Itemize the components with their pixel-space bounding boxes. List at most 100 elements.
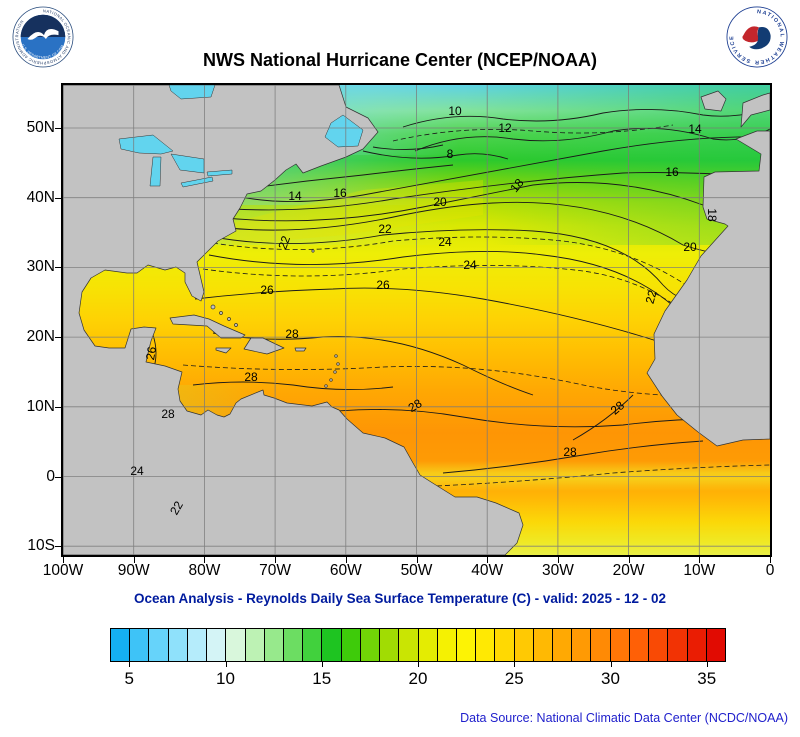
colorbar-tick-label-15: 15 [312,669,332,688]
colorbar-cell [322,629,342,661]
lat-label-30N: 30N [26,258,55,276]
colorbar-cell [514,629,534,661]
colorbar-cell [687,629,707,661]
land-layer [63,85,770,555]
colorbar-tick [129,662,131,667]
colorbar-cell [591,629,611,661]
contour-label: 28 [563,445,577,459]
lon-label-30W: 30W [541,562,574,579]
colorbar-cell [168,629,188,661]
colorbar-cell [380,629,400,661]
lon-label-0: 0 [765,562,775,579]
colorbar-cell [706,629,725,661]
contour-label: 18 [705,208,719,222]
island-cuba [169,314,246,339]
noaa-logo-icon: NATIONAL OCEANIC AND ATMOSPHERIC ADMINIS… [10,3,74,68]
lat-label-40N: 40N [26,188,55,206]
contour-label: 16 [333,186,347,200]
colorbar-cell [303,629,323,661]
colorbar-cell [341,629,361,661]
contour-label: 10 [448,104,462,118]
colorbar-cell [533,629,554,661]
noaa-gull-icon [27,29,59,40]
colorbar-tick-label-10: 10 [216,669,235,688]
map-caption: Ocean Analysis - Reynolds Daily Sea Surf… [134,591,666,606]
colorbar-cell [111,629,131,661]
colorbar-tick-label-20: 20 [408,669,428,688]
colorbar-cell [149,629,169,661]
landmass-africa-europe [646,130,770,447]
lon-label-50W: 50W [400,562,433,579]
grid-layer [63,85,770,555]
colorbar-cell [264,629,284,661]
lon-tick [204,557,206,563]
colorbar-cell [610,629,630,661]
lon-label-100W: 100W [42,562,84,579]
colorbar-cell [418,629,438,661]
lakes-layer [118,85,364,188]
colorbar-tick-label-30: 30 [601,669,620,688]
island-britain [740,92,770,128]
lon-tick [699,557,701,563]
lat-tick [55,267,61,269]
contour-label: 22 [378,222,392,236]
sst-map: 10 12 8 14 16 18 14 16 20 18 22 22 24 24 20 26 26 22 28 28 2… [61,83,772,557]
lon-label-20W: 20W [612,562,645,579]
lon-tick [63,557,64,563]
contour-label: 24 [463,258,477,272]
lon-tick [345,557,347,563]
contour-label: 26 [143,345,159,361]
contour-label: 22 [275,234,293,252]
contour-label: 28 [244,370,258,384]
lat-label-10N: 10N [26,397,55,415]
contour-label: 26 [376,278,390,292]
lat-label-50N: 50N [26,119,55,136]
contour-label: 28 [161,407,175,421]
contour-label: 26 [260,283,274,297]
contour-label: 24 [438,235,452,249]
colorbar-cell [226,629,246,661]
contour-label: 20 [683,240,697,254]
colorbar-cell [207,629,227,661]
lon-tick [557,557,559,563]
colorbar-cell [245,629,265,661]
lat-tick [55,476,61,478]
colorbar-cell [572,629,592,661]
lon-tick [487,557,489,563]
nws-logo: NATIONAL WEATHER SERVICE [726,6,788,68]
lon-tick [416,557,418,563]
island-puerto-rico [294,347,307,352]
lat-tick [55,546,61,548]
colorbar [110,628,726,662]
colorbar-cell [360,629,381,661]
colorbar-cell [130,629,150,661]
lon-tick [275,557,277,563]
colorbar-cell [668,629,688,661]
colorbar-tick [321,662,323,667]
data-source: Data Source: National Climatic Data Cent… [460,711,788,725]
lon-label-90W: 90W [117,562,150,579]
contour-label: 24 [130,464,144,478]
lat-label-10S: 10S [27,537,55,555]
colorbar-cell [187,629,208,661]
colorbar-cell [649,629,669,661]
lon-tick [770,557,771,563]
colorbar-tick [225,662,227,667]
contour-label: 22 [167,498,186,517]
colorbar-tick [610,662,612,667]
noaa-logo: NATIONAL OCEANIC AND ATMOSPHERIC ADMINIS… [10,3,74,68]
lat-tick [55,128,61,129]
island-ireland [700,90,727,112]
lon-tick [628,557,630,563]
contour-label: 16 [665,165,679,179]
page-title: NWS National Hurricane Center (NCEP/NOAA… [202,50,598,70]
colorbar-tick-label-25: 25 [504,669,524,688]
colorbar-tick [514,662,516,667]
contour-label: 22 [643,288,660,305]
colorbar-cell [456,629,477,661]
nws-logo-icon: NATIONAL WEATHER SERVICE [726,6,788,68]
colorbar-cell [399,629,419,661]
lon-label-10W: 10W [683,562,716,579]
